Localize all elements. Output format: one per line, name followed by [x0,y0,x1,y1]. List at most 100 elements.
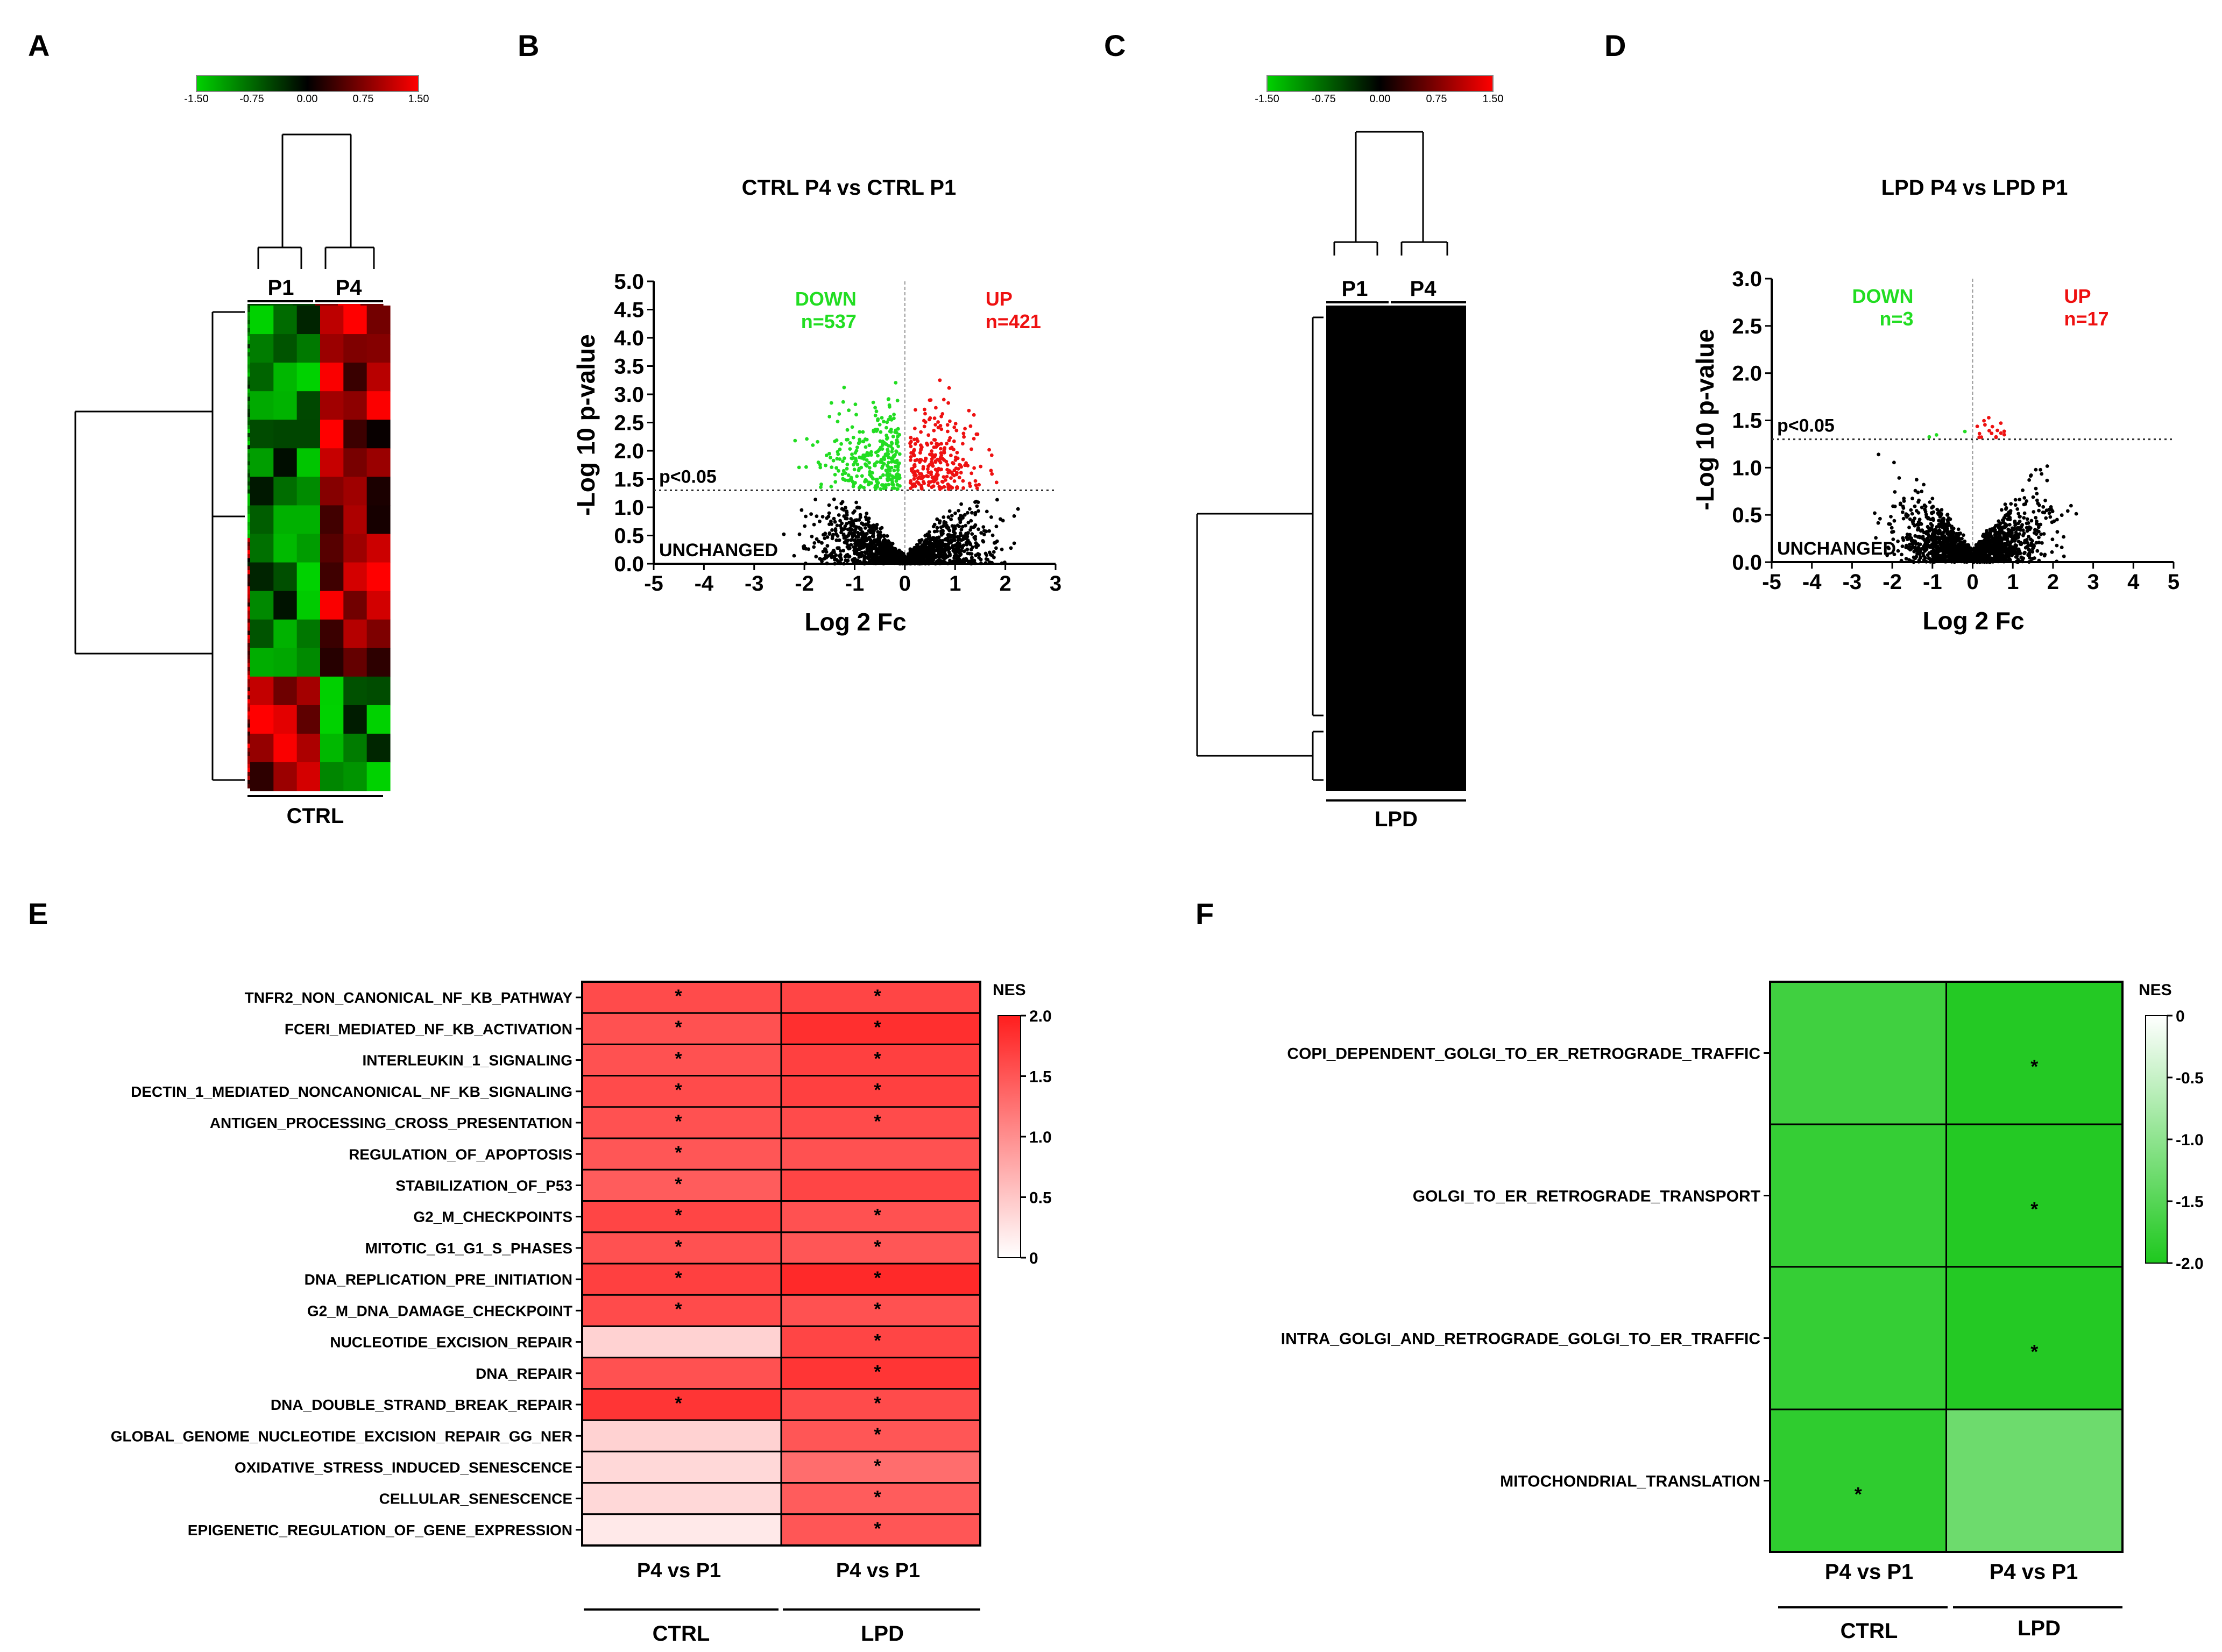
x-tick-label: 3 [1050,572,1062,595]
data-point [955,451,959,455]
data-point [947,509,952,513]
data-point [1925,536,1929,541]
data-point [975,486,979,490]
data-point [934,445,938,449]
data-point [2034,516,2038,520]
data-point [2013,521,2017,525]
data-point [1999,431,2003,435]
data-point [2042,554,2047,558]
y-tick-label: 2.0 [1732,362,1762,386]
significance-star: * [675,1237,682,1257]
data-point [857,486,861,490]
legend-tick-label: -2.0 [2176,1255,2204,1273]
data-point [1947,516,1951,520]
data-point [871,400,875,405]
data-point [1935,525,1939,529]
data-point [1994,533,1999,537]
data-point [965,548,969,552]
data-point [2016,535,2021,539]
data-point [990,472,994,476]
data-point [883,561,887,564]
data-point [850,528,854,532]
data-point [1887,522,1891,526]
data-point [1892,460,1896,465]
pathway-label: DECTIN_1_MEDIATED_NONCANONICAL_NF_KB_SIG… [131,1083,572,1100]
data-point [909,444,913,449]
heatmap-cell [366,591,391,620]
group-label: LPD [861,1622,904,1646]
data-point [1960,557,1964,561]
heatmap-cell [296,733,321,763]
data-point [854,542,858,545]
data-point [948,540,952,543]
data-point [1935,559,1940,563]
data-point [900,559,904,563]
data-point [979,561,983,565]
data-point [833,529,838,533]
y-tick-label: 4.5 [614,299,644,322]
data-point [939,525,943,529]
nes-cells-e: * *TNFR2_NON_CANONICAL_NF_KB_PATHWAY* *FCE… [111,981,981,1547]
data-point [949,476,953,480]
data-point [2027,552,2032,557]
data-point [1958,545,1962,549]
data-point [841,400,845,404]
data-point [864,463,868,467]
data-point [1951,542,1956,547]
data-point [930,453,933,457]
x-tick-label: 0 [1966,570,1978,594]
data-point [982,533,986,536]
data-point [843,456,846,460]
data-point [936,542,940,545]
heatmap-cell [343,648,367,677]
data-point [881,538,886,543]
data-point [813,498,817,501]
data-point [850,425,854,429]
data-point [869,549,873,553]
data-point [865,512,869,515]
data-point [911,470,915,474]
data-point [2014,530,2018,535]
data-point [926,470,931,474]
data-point [2007,514,2011,518]
data-point [944,553,948,557]
data-point [1937,538,1942,542]
heatmap-cell [296,334,321,363]
data-point [1927,435,1931,439]
data-point [901,552,905,557]
pathway-label: NUCLEOTIDE_EXCISION_REPAIR [330,1334,572,1351]
data-point [939,545,944,549]
heatmap-cell [320,448,344,477]
data-point [1885,553,1890,557]
pathway-label: REGULATION_OF_APOPTOSIS [349,1146,572,1162]
data-point [940,559,944,564]
data-point [893,547,897,551]
data-point [1987,429,1991,433]
nes-cell [780,1419,981,1452]
data-point [867,549,871,553]
nes-cell [780,1325,981,1359]
data-point [2032,510,2036,514]
data-point [825,544,830,548]
data-point [1913,504,1917,508]
data-point [851,484,855,488]
data-point [1918,556,1922,560]
data-point [851,480,855,484]
data-point [1920,490,1924,493]
data-point [855,462,860,466]
nes-legend-e: NES 00.51.01.52.0 [993,981,1052,1267]
data-point [2031,495,2035,499]
data-point [890,560,895,564]
data-point [1945,531,1950,535]
data-point [1891,530,1895,534]
data-point [1956,559,1959,564]
data-point [1955,534,1959,538]
data-point [1983,542,1987,547]
data-point [856,538,860,543]
data-point [1978,558,1982,563]
data-point [970,471,974,476]
data-point [888,472,892,477]
heatmap-cell [343,534,367,563]
data-point [893,476,897,479]
data-point [976,527,980,531]
